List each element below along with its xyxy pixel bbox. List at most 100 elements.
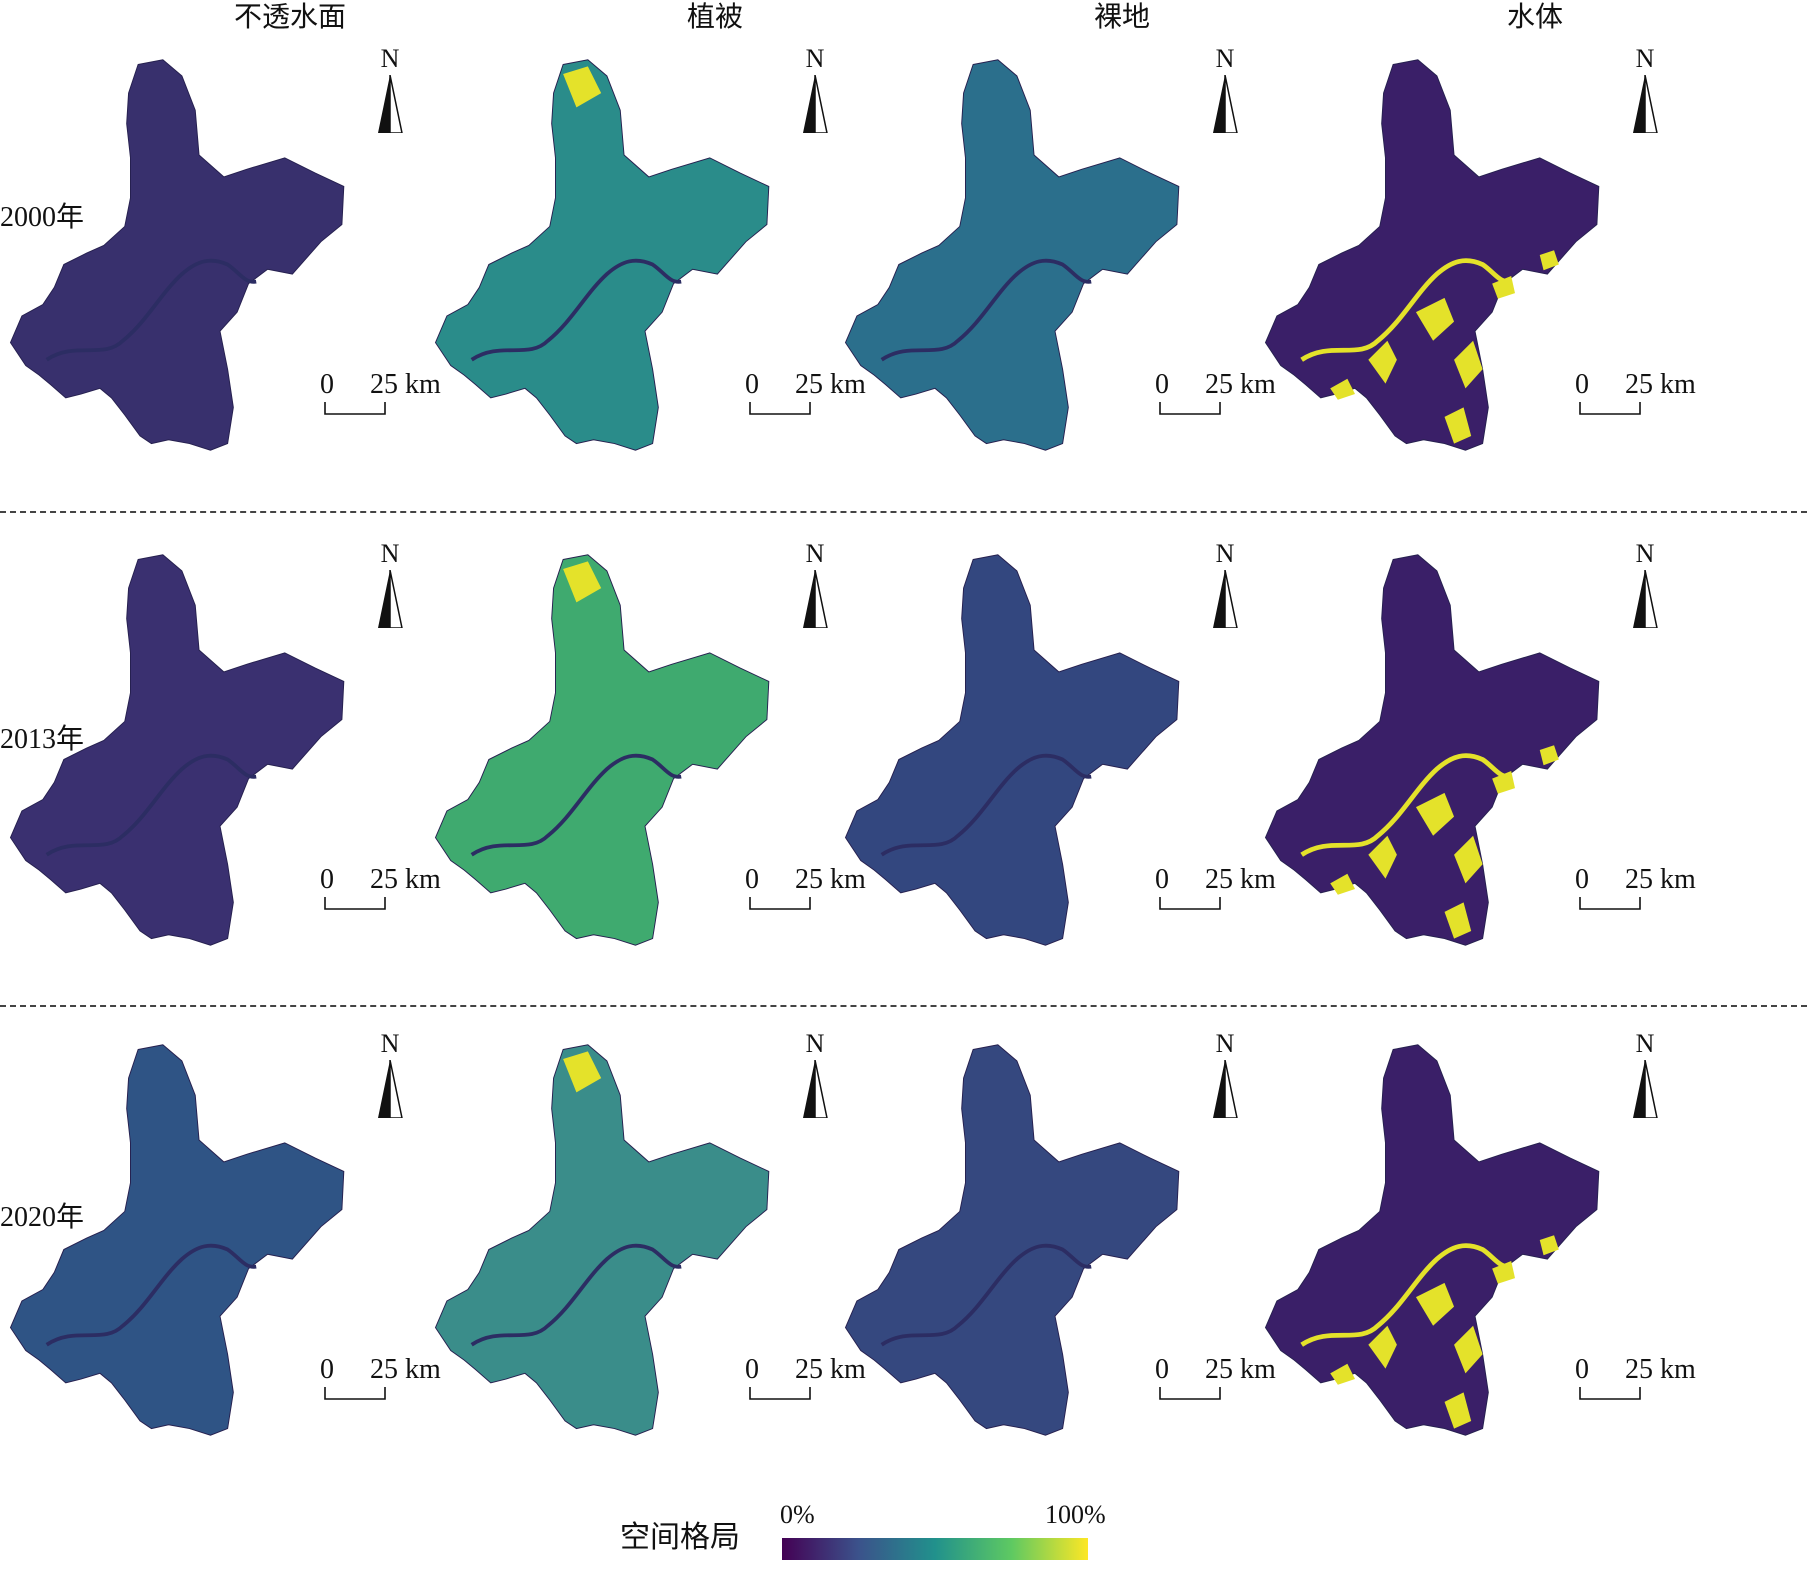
north-arrow-icon: N: [795, 45, 835, 135]
map-shape-water: [1264, 59, 1600, 451]
north-arrow-icon: N: [1625, 45, 1665, 135]
scale-bar-distance: 25 km: [795, 864, 866, 895]
scale-bar-distance: 25 km: [795, 369, 866, 400]
map-shape-bare: [844, 1044, 1180, 1436]
scale-bar-zero: 0: [1575, 1354, 1589, 1385]
scale-bar-distance: 25 km: [1625, 1354, 1696, 1385]
north-label: N: [1215, 1029, 1235, 1058]
river-line: [1300, 258, 1512, 362]
north-arrow-shape: [378, 570, 403, 628]
high-value-patch-1: [1415, 792, 1455, 836]
scale-bar: 0 25 km: [1575, 370, 1715, 420]
river-line: [45, 258, 257, 362]
river-line: [880, 258, 1092, 362]
map-panel-vegetation-y2000: N 0 25 km: [425, 45, 866, 455]
region-outline: [9, 59, 345, 451]
scale-bar-line: [749, 1387, 811, 1400]
map-shape-water: [1264, 1044, 1600, 1436]
north-label: N: [1635, 1029, 1655, 1058]
row-label-2000: 2000年: [0, 202, 85, 233]
region-outline: [844, 554, 1180, 946]
river-line: [1300, 753, 1512, 857]
region-outline: [1264, 1044, 1600, 1436]
scale-bar: 0 25 km: [320, 1355, 460, 1405]
north-arrow-shape: [1213, 75, 1238, 133]
north-label: N: [1635, 539, 1655, 568]
row-separator-2: [0, 1005, 1807, 1007]
scale-bar-zero: 0: [1155, 369, 1169, 400]
north-arrow-icon: N: [1205, 45, 1245, 135]
north-label: N: [805, 539, 825, 568]
scale-bar-line: [749, 402, 811, 415]
high-value-patch-5: [1444, 902, 1472, 939]
map-shape-impervious: [9, 554, 345, 946]
scale-bar-distance: 25 km: [795, 1354, 866, 1385]
north-arrow-shape: [803, 1060, 828, 1118]
north-arrow-icon: N: [1205, 540, 1245, 630]
map-panel-water-y2000: N 0 25 km: [1255, 45, 1696, 455]
high-value-patch-1: [1415, 297, 1455, 341]
north-arrow-shape: [803, 570, 828, 628]
scale-bar-distance: 25 km: [1205, 1354, 1276, 1385]
north-arrow-icon: N: [370, 540, 410, 630]
high-value-patch-0: [563, 66, 602, 108]
river-line: [470, 258, 682, 362]
scale-bar-distance: 25 km: [1625, 369, 1696, 400]
north-arrow-shape: [378, 1060, 403, 1118]
scale-bar-zero: 0: [1155, 1354, 1169, 1385]
map-shape-vegetation: [434, 554, 770, 946]
map-panel-vegetation-y2013: N 0 25 km: [425, 540, 866, 950]
scale-bar: 0 25 km: [1575, 865, 1715, 915]
region-outline: [9, 1044, 345, 1436]
map-panel-bare-y2013: N 0 25 km: [835, 540, 1276, 950]
north-arrow-icon: N: [795, 540, 835, 630]
map-shape-vegetation: [434, 59, 770, 451]
region-outline: [1264, 554, 1600, 946]
high-value-patch-0: [563, 1051, 602, 1093]
high-value-patch-4: [1539, 1235, 1559, 1256]
column-header-impervious: 不透水面: [233, 2, 346, 33]
north-arrow-shape: [803, 75, 828, 133]
row-separator-1: [0, 511, 1807, 513]
high-value-patch-0: [563, 561, 602, 603]
high-value-patch-5: [1444, 407, 1472, 444]
region-outline: [1264, 59, 1600, 451]
north-arrow-shape: [378, 75, 403, 133]
scale-bar-line: [324, 1387, 386, 1400]
scale-bar-distance: 25 km: [370, 864, 441, 895]
row-label-2020: 2020年: [0, 1202, 85, 1233]
map-panel-water-y2013: N 0 25 km: [1255, 540, 1696, 950]
map-shape-bare: [844, 554, 1180, 946]
scale-bar-zero: 0: [1155, 864, 1169, 895]
map-panel-impervious-y2013: N 0 25 km: [0, 540, 441, 950]
scale-bar: 0 25 km: [1155, 370, 1295, 420]
legend-max-label: 100%: [1045, 1500, 1106, 1529]
scale-bar-line: [324, 402, 386, 415]
scale-bar-line: [1159, 402, 1221, 415]
legend-title: 空间格局: [620, 1521, 740, 1554]
high-value-patch-2: [1454, 340, 1483, 389]
north-label: N: [380, 44, 400, 73]
north-arrow-icon: N: [795, 1030, 835, 1120]
legend-min-label: 0%: [780, 1500, 815, 1529]
scale-bar-line: [324, 897, 386, 910]
region-outline: [844, 1044, 1180, 1436]
scale-bar-distance: 25 km: [370, 1354, 441, 1385]
high-value-patch-6: [1330, 873, 1355, 895]
legend-color-bar: [782, 1538, 1088, 1560]
colorbar-legend: 空间格局 0% 100%: [620, 1500, 1120, 1582]
scale-bar-zero: 0: [745, 369, 759, 400]
map-panel-bare-y2020: N 0 25 km: [835, 1030, 1276, 1440]
north-arrow-icon: N: [1625, 1030, 1665, 1120]
scale-bar: 0 25 km: [1155, 865, 1295, 915]
region-outline: [434, 59, 770, 451]
river-line: [880, 753, 1092, 857]
high-value-patch-2: [1454, 1325, 1483, 1374]
high-value-patch-1: [1415, 1282, 1455, 1326]
north-arrow-shape: [1213, 570, 1238, 628]
scale-bar-line: [1579, 1387, 1641, 1400]
scale-bar: 0 25 km: [1575, 1355, 1715, 1405]
north-arrow-icon: N: [1205, 1030, 1245, 1120]
north-label: N: [805, 44, 825, 73]
column-header-bare: 裸地: [1093, 2, 1150, 33]
